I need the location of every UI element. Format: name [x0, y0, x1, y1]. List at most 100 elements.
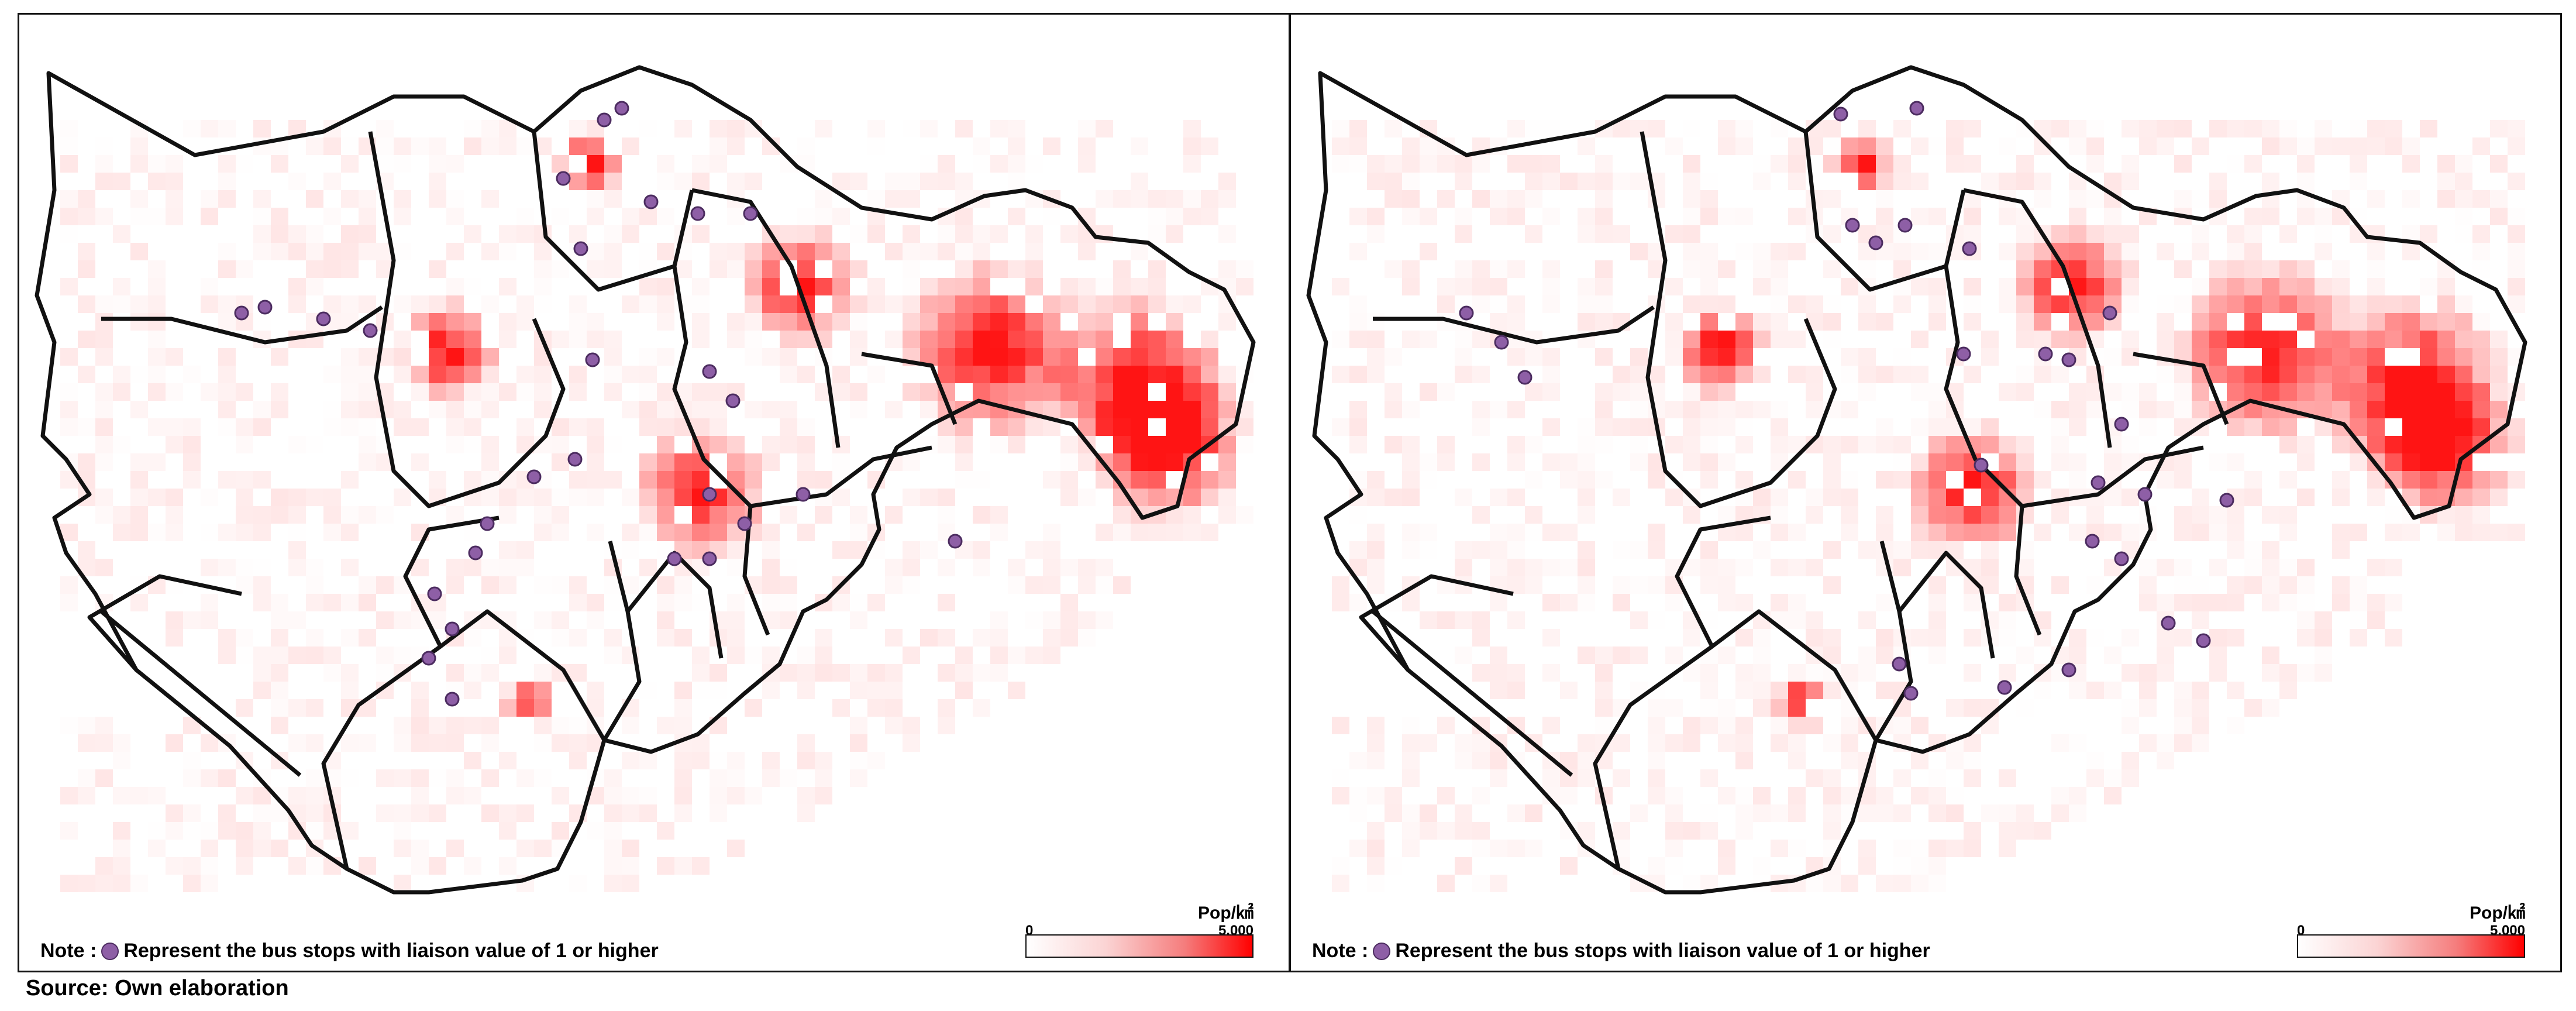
density-cell — [797, 208, 815, 225]
density-cell — [113, 804, 130, 822]
density-cell — [516, 137, 534, 155]
density-cell — [2402, 453, 2420, 471]
density-cell — [499, 804, 516, 822]
density-cell — [1472, 418, 1490, 436]
density-cell — [341, 190, 359, 208]
density-cell — [1008, 524, 1025, 541]
density-cell — [2139, 611, 2157, 629]
density-cell — [1928, 769, 1946, 787]
density-cell — [359, 120, 376, 137]
density-cell — [1823, 524, 1841, 541]
density-cell — [253, 489, 271, 506]
density-cell — [446, 155, 464, 173]
density-cell — [1771, 278, 1788, 295]
bus-stop-marker — [316, 311, 331, 326]
density-cell — [1060, 137, 1078, 155]
density-cell — [394, 629, 411, 647]
density-cell — [2385, 313, 2402, 331]
density-cell — [516, 331, 534, 348]
density-cell — [692, 647, 710, 664]
density-cell — [2209, 524, 2227, 541]
density-cell — [1542, 453, 1560, 471]
density-cell — [148, 190, 166, 208]
density-cell — [1648, 524, 1665, 541]
density-cell — [710, 348, 727, 366]
density-cell — [236, 682, 253, 699]
density-cell — [1700, 331, 1718, 348]
density-cell — [2016, 225, 2034, 243]
density-cell — [2279, 366, 2297, 383]
density-cell — [236, 734, 253, 752]
density-cell — [657, 401, 674, 418]
density-cell — [1999, 260, 2016, 278]
density-cell — [2385, 383, 2402, 401]
density-cell — [622, 313, 639, 331]
density-cell — [1560, 260, 1578, 278]
density-cell — [1472, 489, 1490, 506]
density-cell — [2157, 313, 2174, 331]
density-cell — [797, 243, 815, 260]
density-cell — [2350, 647, 2367, 664]
density-cell — [1858, 524, 1876, 541]
density-cell — [1911, 471, 1928, 489]
density-cell — [2104, 717, 2122, 734]
density-cell — [499, 752, 516, 769]
density-cell — [1490, 260, 1507, 278]
density-cell — [622, 840, 639, 857]
density-cell — [780, 717, 797, 734]
density-cell — [464, 418, 481, 436]
density-cell — [1683, 804, 1700, 822]
density-cell — [1999, 822, 2016, 840]
density-cell — [552, 120, 569, 137]
density-cell — [1560, 875, 1578, 892]
density-cell — [2367, 295, 2385, 313]
density-cell — [1507, 734, 1525, 752]
density-cell — [955, 611, 973, 629]
density-cell — [1771, 541, 1788, 559]
density-cell — [2297, 664, 2315, 682]
density-cell — [1201, 173, 1218, 190]
density-cell — [1928, 383, 1946, 401]
density-cell — [1437, 155, 1455, 173]
density-cell — [130, 401, 148, 418]
density-cell — [955, 120, 973, 137]
density-cell — [1437, 489, 1455, 506]
density-cell — [1753, 120, 1771, 137]
density-cell — [218, 664, 236, 682]
density-cell — [2227, 682, 2244, 699]
density-cell — [534, 752, 552, 769]
density-cell — [183, 436, 201, 453]
density-cell — [1893, 348, 1911, 366]
density-cell — [1999, 278, 2016, 295]
density-cell — [218, 647, 236, 664]
density-cell — [1841, 857, 1858, 875]
density-cell — [1999, 840, 2016, 857]
density-cell — [2069, 682, 2086, 699]
density-cell — [815, 190, 832, 208]
density-cell — [1648, 471, 1665, 489]
density-cell — [692, 594, 710, 611]
density-cell — [113, 752, 130, 769]
density-cell — [1096, 366, 1113, 383]
density-cell — [867, 120, 885, 137]
density-cell — [1332, 155, 1349, 173]
density-cell — [394, 506, 411, 524]
density-cell — [201, 260, 218, 278]
density-cell — [622, 401, 639, 418]
density-cell — [1613, 875, 1630, 892]
density-cell — [569, 524, 587, 541]
density-cell — [2262, 664, 2279, 682]
density-cell — [1218, 331, 1236, 348]
density-cell — [1718, 243, 1735, 260]
density-cell — [236, 453, 253, 471]
density-cell — [1893, 471, 1911, 489]
legend-color-ramp — [2297, 934, 2525, 958]
density-cell — [885, 401, 903, 418]
density-cell — [2051, 506, 2069, 524]
density-cell — [2069, 769, 2086, 787]
density-cell — [1525, 260, 1542, 278]
density-cell — [1096, 383, 1113, 401]
density-cell — [1437, 418, 1455, 436]
density-cell — [2297, 278, 2315, 295]
density-cell — [2086, 629, 2104, 647]
